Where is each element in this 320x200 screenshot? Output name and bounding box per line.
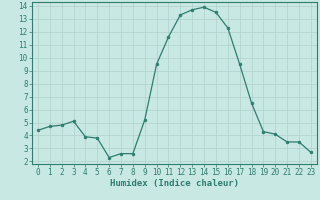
X-axis label: Humidex (Indice chaleur): Humidex (Indice chaleur) (110, 179, 239, 188)
